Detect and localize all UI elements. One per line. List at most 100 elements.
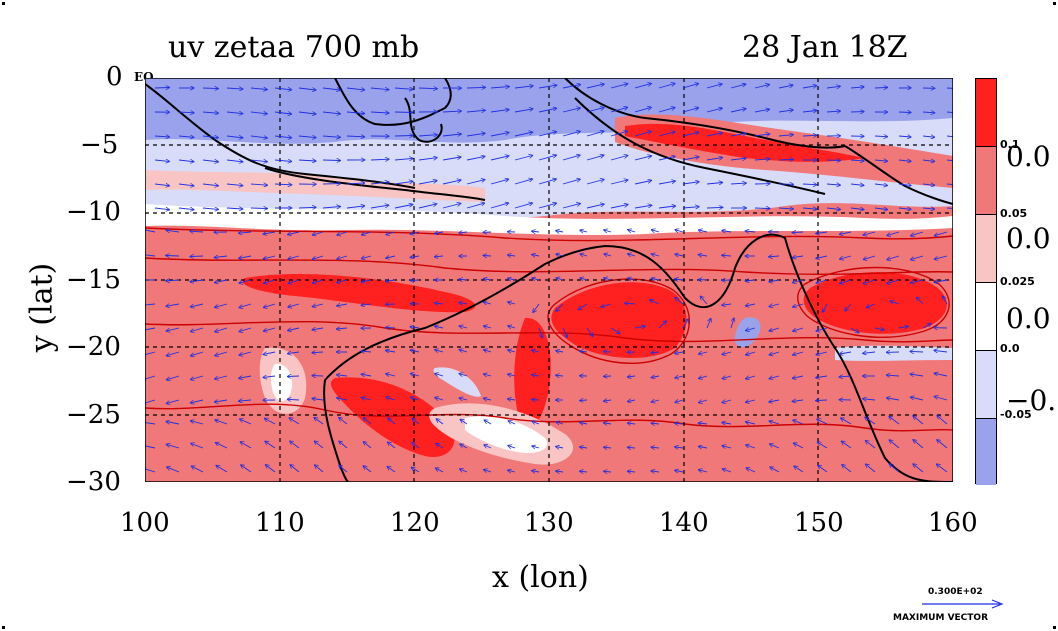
wind-vector bbox=[363, 466, 372, 473]
wind-vector bbox=[935, 397, 948, 401]
wind-vector bbox=[911, 279, 924, 283]
wind-vector bbox=[370, 159, 389, 160]
wind-vector bbox=[874, 160, 887, 161]
wind-vector bbox=[699, 352, 708, 354]
wind-vector bbox=[538, 132, 556, 137]
wind-vector bbox=[386, 327, 396, 328]
wind-vector bbox=[191, 444, 204, 449]
wind-vector bbox=[675, 298, 684, 305]
wind-vector bbox=[562, 131, 580, 137]
wind-vector bbox=[556, 375, 564, 376]
wind-vector bbox=[682, 207, 699, 208]
wind-vector bbox=[538, 108, 556, 113]
wind-vector bbox=[652, 279, 660, 281]
x-tick-label: 120 bbox=[390, 508, 440, 538]
wind-vector bbox=[145, 399, 156, 404]
wind-vector bbox=[484, 350, 492, 352]
wind-vector bbox=[264, 327, 276, 331]
wind-vector bbox=[746, 351, 756, 355]
wind-vector bbox=[562, 85, 580, 89]
wind-vector bbox=[874, 184, 887, 185]
wind-vector bbox=[754, 109, 769, 113]
y-tick-label: −30 bbox=[66, 467, 121, 497]
wind-vector bbox=[154, 136, 169, 137]
wind-vector bbox=[339, 466, 348, 473]
grid-lines bbox=[145, 78, 953, 482]
wind-vector bbox=[652, 230, 660, 232]
wind-vector bbox=[730, 109, 746, 113]
wind-vector bbox=[898, 208, 911, 209]
wind-vector bbox=[562, 155, 580, 161]
wind-vector bbox=[322, 160, 340, 161]
wind-vector bbox=[178, 184, 194, 186]
wind-vector bbox=[490, 87, 509, 88]
wind-vector bbox=[166, 280, 180, 281]
wind-vector bbox=[191, 421, 204, 425]
wind-vector bbox=[466, 133, 485, 137]
contour-lines bbox=[145, 227, 953, 432]
wind-vector bbox=[435, 350, 444, 352]
wind-vector bbox=[754, 208, 770, 209]
wind-vector bbox=[610, 84, 627, 89]
wind-vector bbox=[370, 182, 389, 184]
wind-vector bbox=[652, 254, 660, 256]
wind-vector bbox=[202, 112, 218, 113]
wind-vector bbox=[154, 88, 169, 89]
wind-vector bbox=[682, 182, 699, 184]
wind-vector bbox=[538, 155, 556, 161]
wind-vector bbox=[490, 133, 509, 137]
wind-vector bbox=[770, 351, 780, 355]
wind-vector bbox=[604, 230, 612, 232]
wind-vector bbox=[922, 112, 934, 113]
corner-mark bbox=[1053, 626, 1056, 629]
wind-vector bbox=[411, 350, 420, 352]
wind-vector bbox=[658, 156, 675, 161]
wind-vector bbox=[793, 327, 804, 331]
wind-vector bbox=[826, 208, 840, 209]
wind-vector bbox=[145, 468, 156, 473]
wind-vector bbox=[816, 279, 828, 283]
wind-vector bbox=[769, 400, 780, 402]
wind-vector bbox=[250, 112, 267, 114]
wind-vector bbox=[770, 444, 780, 449]
wind-vector bbox=[922, 208, 934, 209]
wind-vector bbox=[166, 256, 180, 257]
wind-vector bbox=[699, 376, 708, 378]
wind-vector bbox=[364, 418, 372, 425]
wind-vector bbox=[682, 319, 688, 329]
wind-vector bbox=[532, 350, 540, 352]
wind-vector bbox=[166, 304, 180, 306]
wind-vector bbox=[167, 444, 180, 449]
wind-vector bbox=[532, 471, 540, 472]
wind-vector bbox=[394, 158, 413, 160]
wind-vector bbox=[337, 255, 348, 259]
wind-vector bbox=[485, 420, 492, 425]
wind-vector bbox=[823, 303, 828, 312]
wind-vector bbox=[840, 279, 852, 283]
wind-vector bbox=[460, 374, 468, 376]
wind-vector bbox=[264, 232, 276, 234]
wind-vector bbox=[922, 324, 931, 329]
wind-vector bbox=[722, 255, 732, 256]
wind-vector bbox=[436, 444, 444, 449]
wind-vector bbox=[191, 327, 204, 332]
wind-vector bbox=[699, 423, 708, 424]
wind-vector bbox=[675, 352, 684, 353]
wind-vector bbox=[610, 156, 627, 161]
wind-vector bbox=[887, 279, 900, 283]
wind-vector bbox=[459, 303, 468, 304]
colorbar bbox=[975, 78, 997, 485]
wind-vector bbox=[604, 447, 612, 448]
wind-vector bbox=[628, 447, 636, 448]
wind-vector bbox=[190, 256, 204, 257]
wind-vector bbox=[288, 232, 300, 235]
wind-vector bbox=[682, 132, 698, 137]
wind-vector bbox=[346, 206, 364, 208]
wind-vector bbox=[191, 351, 204, 356]
wind-vector bbox=[532, 400, 540, 401]
y-tick-label: 0 bbox=[106, 62, 123, 92]
wind-vector bbox=[579, 303, 588, 310]
wind-vector bbox=[288, 399, 300, 400]
wind-vector bbox=[215, 351, 228, 356]
wind-vector bbox=[802, 111, 817, 113]
